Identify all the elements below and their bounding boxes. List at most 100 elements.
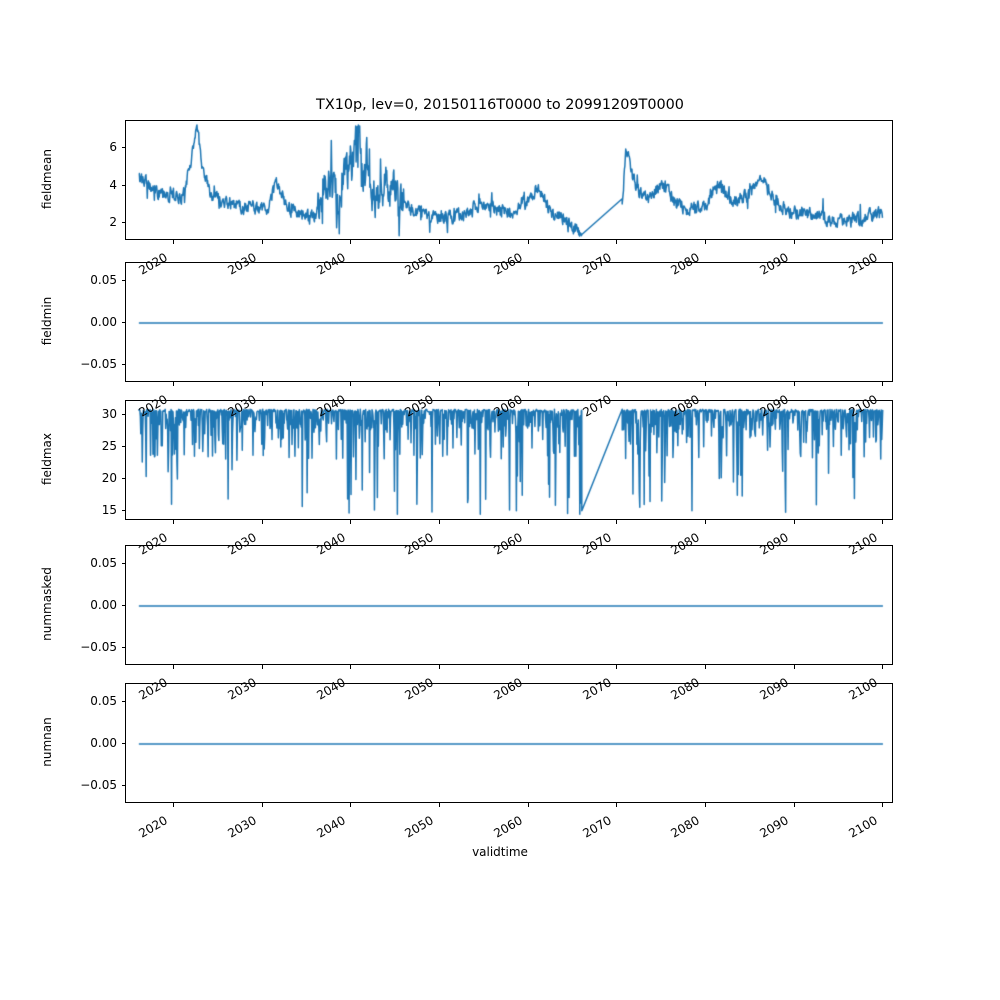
x-tick-mark — [527, 520, 529, 524]
x-tick-mark — [793, 803, 795, 807]
subplot-fieldmax — [125, 400, 894, 521]
x-tick-mark — [172, 520, 174, 524]
x-tick-mark — [350, 240, 352, 244]
x-tick-label: 2050 — [402, 813, 437, 841]
y-tick-label: 4 — [109, 177, 117, 192]
y-tick-mark — [121, 363, 125, 365]
subplot-fieldmin — [125, 262, 894, 383]
x-tick-mark — [350, 803, 352, 807]
y-axis-label-fieldmean: fieldmean — [40, 149, 54, 209]
y-tick-mark — [121, 784, 125, 786]
y-tick-mark — [121, 222, 125, 224]
y-tick-mark — [121, 414, 125, 416]
y-tick-mark — [121, 563, 125, 565]
x-tick-mark — [616, 240, 618, 244]
x-tick-mark — [261, 665, 263, 669]
x-tick-mark — [882, 665, 884, 669]
y-tick-mark — [121, 184, 125, 186]
x-tick-mark — [261, 803, 263, 807]
x-tick-mark — [527, 665, 529, 669]
y-tick-label: −0.05 — [80, 777, 117, 792]
plot-line-nummasked — [126, 546, 894, 666]
y-tick-mark — [121, 605, 125, 606]
y-tick-label: 0.00 — [90, 315, 117, 329]
x-tick-label: 2070 — [580, 813, 614, 841]
x-tick-mark — [438, 382, 440, 386]
x-tick-mark — [527, 382, 529, 386]
subplot-numnan — [125, 683, 894, 804]
x-tick-mark — [882, 803, 884, 807]
x-tick-mark — [704, 665, 706, 669]
x-tick-mark — [704, 803, 706, 807]
x-tick-mark — [527, 803, 529, 807]
x-tick-mark — [350, 520, 352, 524]
x-tick-label: 2020 — [136, 813, 171, 841]
x-tick-mark — [172, 382, 174, 386]
y-tick-mark — [121, 445, 125, 447]
x-tick-mark — [172, 803, 174, 807]
x-tick-mark — [350, 382, 352, 386]
plot-line-fieldmax — [126, 401, 894, 521]
x-tick-mark — [438, 240, 440, 244]
y-tick-mark — [121, 147, 125, 149]
subplot-fieldmean — [125, 120, 894, 241]
y-tick-mark — [121, 701, 125, 703]
y-tick-mark — [121, 743, 125, 744]
x-tick-mark — [438, 665, 440, 669]
x-tick-mark — [793, 382, 795, 386]
x-tick-mark — [261, 382, 263, 386]
x-tick-mark — [882, 240, 884, 244]
x-tick-mark — [172, 665, 174, 669]
y-tick-mark — [121, 646, 125, 648]
x-tick-mark — [704, 520, 706, 524]
y-tick-label: −0.05 — [80, 356, 117, 371]
y-tick-label: 6 — [109, 140, 117, 155]
x-tick-mark — [704, 382, 706, 386]
x-tick-mark — [793, 665, 795, 669]
x-tick-label: 2100 — [846, 813, 880, 841]
x-tick-label: 2030 — [225, 813, 259, 841]
x-tick-label: 2090 — [757, 813, 791, 841]
x-tick-mark — [261, 240, 263, 244]
y-tick-label: −0.05 — [80, 639, 117, 654]
y-axis-label-fieldmin: fieldmin — [40, 296, 54, 346]
x-tick-mark — [350, 665, 352, 669]
y-tick-label: 0.05 — [90, 273, 117, 288]
y-tick-label: 0.05 — [90, 556, 117, 571]
y-tick-label: 30 — [101, 407, 117, 422]
x-tick-mark — [438, 803, 440, 807]
x-tick-mark — [527, 240, 529, 244]
x-tick-mark — [616, 382, 618, 386]
x-tick-mark — [793, 240, 795, 244]
y-tick-label: 15 — [101, 502, 117, 517]
plot-line-numnan — [126, 684, 894, 804]
y-tick-label: 0.00 — [90, 736, 117, 750]
plot-line-fieldmean — [126, 121, 894, 241]
x-tick-mark — [616, 803, 618, 807]
x-tick-mark — [616, 520, 618, 524]
y-axis-label-fieldmax: fieldmax — [40, 432, 54, 486]
x-tick-mark — [438, 520, 440, 524]
x-tick-mark — [882, 520, 884, 524]
y-tick-mark — [121, 509, 125, 511]
x-tick-mark — [616, 665, 618, 669]
subplot-nummasked — [125, 545, 894, 666]
figure-title: TX10p, lev=0, 20150116T0000 to 20991209T… — [316, 97, 684, 113]
y-axis-label-nummasked: nummasked — [40, 567, 54, 641]
y-tick-label: 2 — [109, 215, 117, 230]
x-tick-label: 2060 — [491, 813, 525, 841]
y-tick-mark — [121, 322, 125, 323]
x-tick-mark — [882, 382, 884, 386]
x-tick-label: 2040 — [314, 813, 348, 841]
y-tick-label: 20 — [101, 470, 117, 485]
y-tick-mark — [121, 477, 125, 479]
y-tick-mark — [121, 280, 125, 282]
y-tick-label: 0.05 — [90, 694, 117, 709]
x-axis-label: validtime — [472, 845, 528, 859]
x-tick-label: 2080 — [668, 813, 703, 841]
x-tick-mark — [704, 240, 706, 244]
y-tick-label: 25 — [101, 438, 117, 453]
x-tick-mark — [261, 520, 263, 524]
x-tick-mark — [172, 240, 174, 244]
